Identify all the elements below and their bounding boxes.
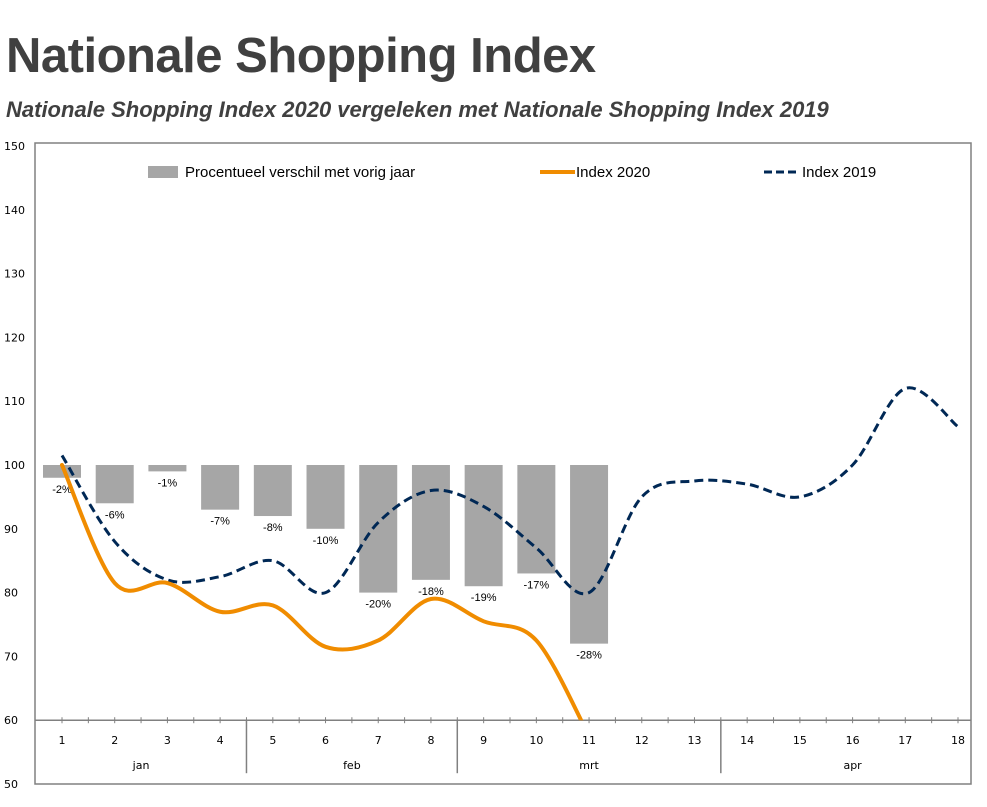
month-label: jan (132, 759, 150, 772)
x-tick-label: 18 (951, 734, 965, 747)
month-label: feb (343, 759, 361, 772)
bar (570, 465, 609, 644)
month-label: apr (843, 759, 862, 772)
x-tick-label: 15 (793, 734, 807, 747)
y-tick-label: 130 (4, 268, 25, 281)
bar-data-label: -19% (471, 592, 497, 604)
bar-series (43, 465, 609, 644)
plot-frame (34, 142, 972, 785)
x-tick-label: 4 (217, 734, 224, 747)
line-index-2019 (60, 386, 959, 596)
legend: Procentueel verschil met vorig jaar Index… (148, 164, 876, 181)
x-tick-label: 14 (740, 734, 754, 747)
x-tick-label: 6 (322, 734, 329, 747)
y-tick-label: 60 (4, 714, 18, 727)
bar (411, 465, 450, 580)
legend-label-index-2020: Index 2020 (576, 164, 650, 181)
x-tick-label: 13 (687, 734, 701, 747)
bar (359, 465, 398, 593)
y-tick-label: 120 (4, 331, 25, 344)
x-tick-label: 2 (111, 734, 118, 747)
line-index-2020 (60, 463, 584, 721)
y-tick-label: 140 (4, 204, 25, 217)
y-tick-label: 50 (4, 778, 18, 791)
x-tick-label: 1 (59, 734, 66, 747)
bar (95, 465, 134, 504)
bar-data-label: -7% (210, 516, 230, 528)
page-title: Nationale Shopping Index (6, 29, 596, 83)
x-tick-label: 11 (582, 734, 596, 747)
bar-data-label: -1% (158, 477, 178, 489)
x-tick-label: 3 (164, 734, 171, 747)
x-tick-label: 10 (529, 734, 543, 747)
legend-label-bars: Procentueel verschil met vorig jaar (185, 164, 415, 181)
legend-swatch-bars (148, 166, 178, 178)
legend-label-index-2019: Index 2019 (802, 164, 876, 181)
bar-data-label: -20% (365, 599, 391, 611)
bar (517, 465, 556, 574)
x-tick-label: 12 (635, 734, 649, 747)
bar (464, 465, 503, 587)
x-tick-label: 5 (269, 734, 276, 747)
y-tick-label: 150 (4, 140, 25, 153)
bar (201, 465, 240, 510)
y-tick-label: 100 (4, 459, 25, 472)
bar-data-label: -10% (313, 535, 339, 547)
bar-data-label: -17% (524, 579, 550, 591)
bar (306, 465, 345, 529)
bar (253, 465, 292, 517)
x-tick-label: 9 (480, 734, 487, 747)
bar-data-label: -18% (418, 586, 444, 598)
y-tick-label: 70 (4, 650, 18, 663)
bar-data-label: -28% (576, 650, 602, 662)
x-tick-label: 16 (846, 734, 860, 747)
month-label: mrt (579, 759, 599, 772)
x-tick-label: 17 (898, 734, 912, 747)
bar-data-labels: -2% -6% -1% -7% -8% -10% -20% -18% -19% -17% -28% (52, 477, 602, 661)
page-subtitle: Nationale Shopping Index 2020 vergeleken… (6, 97, 829, 122)
y-tick-label: 80 (4, 587, 18, 600)
bar (148, 465, 187, 472)
y-axis: 150 140 130 120 110 100 90 80 70 60 50 (4, 140, 25, 791)
bar-data-label: -2% (52, 484, 72, 496)
x-tick-label: 8 (427, 734, 434, 747)
y-tick-label: 110 (4, 395, 25, 408)
x-tick-label: 7 (375, 734, 382, 747)
bar-data-label: -8% (263, 522, 283, 534)
bar-data-label: -6% (105, 509, 125, 521)
y-tick-label: 90 (4, 523, 18, 536)
